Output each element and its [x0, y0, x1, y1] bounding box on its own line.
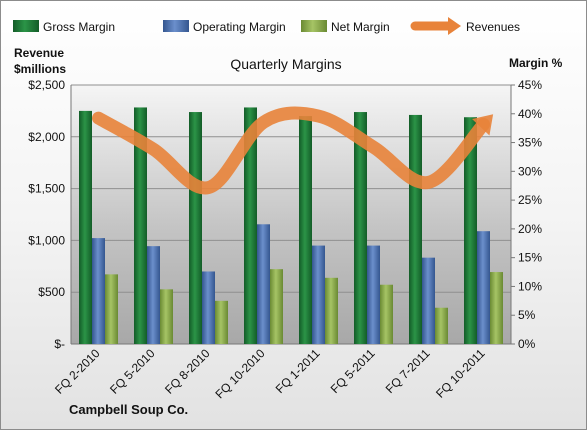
- gross-margin-bar: [354, 112, 367, 344]
- net-margin-bar: [325, 277, 338, 344]
- y-left-tick-label: $2,000: [28, 130, 65, 144]
- legend-swatch-net-margin: [301, 20, 327, 32]
- legend-arrowhead-revenues: [448, 17, 461, 35]
- y-right-tick-label: 40%: [518, 107, 542, 121]
- x-tick-label: FQ 8-2010: [162, 346, 213, 397]
- y-right-tick-label: 20%: [518, 222, 542, 236]
- legend-label: Net Margin: [331, 20, 390, 34]
- operating-margin-bar: [422, 257, 435, 344]
- net-margin-bar: [380, 284, 393, 344]
- gross-margin-bar: [464, 117, 477, 344]
- legend-label: Gross Margin: [43, 20, 115, 34]
- operating-margin-bar: [147, 246, 160, 344]
- y-right-tick-label: 25%: [518, 193, 542, 207]
- y-left-tick-label: $1,500: [28, 182, 65, 196]
- operating-margin-bar: [477, 231, 490, 344]
- chart-title: Quarterly Margins: [230, 56, 341, 72]
- operating-margin-bar: [202, 271, 215, 344]
- y-right-tick-label: 15%: [518, 251, 542, 265]
- net-margin-bar: [105, 274, 118, 344]
- operating-margin-bar: [367, 245, 380, 344]
- y-left-axis-title-line1: Revenue: [14, 46, 64, 60]
- y-right-tick-label: 0%: [518, 337, 536, 351]
- y-right-tick-label: 10%: [518, 279, 542, 293]
- operating-margin-bar: [312, 245, 325, 344]
- operating-margin-bar: [257, 224, 270, 344]
- net-margin-bar: [490, 272, 503, 344]
- y-right-tick-label: 30%: [518, 164, 542, 178]
- x-tick-label: FQ 2-2010: [52, 346, 103, 397]
- y-left-axis-title-line2: $millions: [14, 62, 66, 76]
- y-right-tick-label: 5%: [518, 308, 536, 322]
- y-left-tick-label: $2,500: [28, 78, 65, 92]
- x-tick-label: FQ 10-2011: [433, 346, 488, 401]
- net-margin-bar: [270, 269, 283, 344]
- company-label: Campbell Soup Co.: [69, 402, 188, 417]
- revenues-line: [92, 106, 490, 195]
- legend-label: Operating Margin: [193, 20, 286, 34]
- gross-margin-bar: [299, 116, 312, 344]
- gross-margin-bar: [409, 114, 422, 344]
- legend-swatch-gross-margin: [13, 20, 39, 32]
- x-tick-label: FQ 1-2011: [273, 346, 323, 396]
- gross-margin-bar: [244, 107, 257, 345]
- gross-margin-bar: [134, 107, 147, 345]
- y-left-tick-label: $1,000: [28, 233, 65, 247]
- x-tick-label: FQ 5-2011: [328, 346, 378, 396]
- net-margin-bar: [435, 307, 448, 344]
- y-right-tick-label: 35%: [518, 136, 542, 150]
- x-tick-label: FQ 5-2010: [107, 346, 158, 397]
- legend-label: Revenues: [466, 20, 520, 34]
- y-left-tick-label: $500: [38, 285, 65, 299]
- y-right-axis-title: Margin %: [509, 56, 563, 70]
- y-left-tick-label: $-: [54, 337, 65, 351]
- gross-margin-bar: [189, 112, 202, 344]
- net-margin-bar: [160, 289, 173, 344]
- x-tick-label: FQ 10-2010: [212, 346, 267, 401]
- x-tick-label: FQ 7-2011: [383, 346, 433, 396]
- revenues-arrowhead: [472, 114, 494, 136]
- legend-swatch-operating-margin: [163, 20, 189, 32]
- net-margin-bar: [215, 300, 228, 344]
- y-right-tick-label: 45%: [518, 78, 542, 92]
- operating-margin-bar: [92, 238, 105, 344]
- gross-margin-bar: [79, 110, 92, 345]
